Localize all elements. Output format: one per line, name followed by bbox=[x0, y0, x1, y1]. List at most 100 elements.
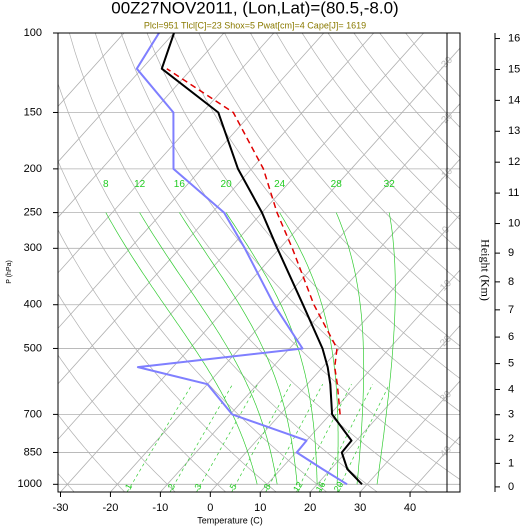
dry-adiabat bbox=[405, 33, 460, 98]
y2-tick-label: 14 bbox=[508, 94, 520, 106]
dry-adiabat bbox=[198, 33, 460, 347]
mixing-ratio-line bbox=[318, 384, 374, 492]
y2-tick-label: 13 bbox=[508, 125, 520, 137]
dry-adiabat bbox=[275, 33, 460, 252]
isotherm bbox=[259, 269, 460, 492]
mixing-ratio-line bbox=[231, 384, 292, 492]
mixing-ratio-line bbox=[126, 384, 193, 492]
y2-tick-label: 4 bbox=[508, 383, 514, 395]
mixing-ratio-line bbox=[296, 384, 352, 492]
y2-tick-label: 16 bbox=[508, 32, 520, 44]
isotherm bbox=[58, 33, 424, 440]
y2-tick-label: 6 bbox=[508, 331, 514, 343]
curve-layer bbox=[135, 33, 363, 486]
mixing-ratio-label: 12 bbox=[291, 480, 305, 494]
y-tick-label: 850 bbox=[24, 446, 42, 458]
x-tick-label: 0 bbox=[207, 502, 213, 514]
y2-tick-label: 15 bbox=[508, 63, 520, 75]
y2-tick-label: 1 bbox=[508, 457, 514, 469]
y-tick-label: 500 bbox=[24, 342, 42, 354]
y-tick-label: 400 bbox=[24, 299, 42, 311]
y2-tick-label: 12 bbox=[508, 156, 520, 168]
mixing-ratio-label: 20 bbox=[332, 480, 346, 494]
moist-adiabat-label: 28 bbox=[331, 179, 343, 190]
mixing-ratio-label: 5 bbox=[228, 482, 239, 491]
x-tick-label: 20 bbox=[304, 502, 316, 514]
y-tick-label: 200 bbox=[24, 163, 42, 175]
isotherm bbox=[58, 33, 375, 385]
dry-adiabat bbox=[379, 33, 460, 128]
y2-tick-label: 7 bbox=[508, 304, 514, 316]
dry-adiabat bbox=[172, 33, 460, 379]
sounding-line bbox=[135, 33, 348, 486]
y2-tick-label: 0 bbox=[508, 481, 514, 493]
y2-tick-label: 10 bbox=[508, 217, 520, 229]
dry-adiabat bbox=[146, 33, 460, 413]
sounding-line bbox=[166, 68, 341, 415]
x-tick-label: 40 bbox=[404, 502, 416, 514]
y-tick-label: 150 bbox=[24, 106, 42, 118]
dry-adiabat bbox=[58, 160, 327, 492]
moist-adiabat-label: 8 bbox=[103, 179, 109, 190]
x-tick-label: -10 bbox=[152, 502, 168, 514]
mixing-ratio-line bbox=[196, 384, 259, 492]
mixing-ratio-label: 16 bbox=[314, 480, 328, 494]
mixing-ratio-label: 8 bbox=[262, 482, 273, 491]
isotherm bbox=[60, 47, 460, 492]
y-tick-label: 250 bbox=[24, 207, 42, 219]
y2-tick-label: 8 bbox=[508, 276, 514, 288]
moist-adiabat bbox=[179, 212, 298, 485]
isotherm bbox=[58, 33, 125, 107]
moist-adiabat bbox=[279, 212, 339, 485]
isotherm bbox=[58, 33, 175, 163]
mixing-ratio-label: 2 bbox=[166, 482, 177, 491]
y2-tick-label: 11 bbox=[508, 187, 519, 199]
isotherm bbox=[160, 158, 460, 492]
dry-adiabat bbox=[94, 33, 460, 480]
dry-adiabat bbox=[58, 354, 176, 492]
dry-adiabat bbox=[58, 293, 226, 492]
mixing-ratio-label: 3 bbox=[192, 482, 203, 491]
y-tick-label: 1000 bbox=[18, 478, 42, 490]
y-tick-label: 700 bbox=[24, 408, 42, 420]
dry-adiabat bbox=[120, 33, 460, 446]
y-tick-label: 100 bbox=[24, 27, 42, 39]
mixing-ratio-line bbox=[265, 384, 324, 492]
x-tick-label: 30 bbox=[354, 502, 366, 514]
isotherm bbox=[210, 213, 460, 492]
y-axis-label: P (hPa) bbox=[6, 260, 13, 284]
y2-tick-label: 2 bbox=[508, 433, 514, 445]
isotherm bbox=[58, 33, 225, 218]
y-tick-label: 300 bbox=[24, 242, 42, 254]
mixing-ratio-label: 1 bbox=[123, 482, 134, 491]
dry-adiabat bbox=[69, 33, 428, 492]
dry-adiabat bbox=[58, 414, 125, 492]
x-tick-label: -20 bbox=[102, 502, 118, 514]
dry-adiabat bbox=[58, 82, 378, 492]
isotherm bbox=[359, 380, 460, 492]
moist-adiabat bbox=[139, 212, 278, 485]
y2-axis-label: Height (Km) bbox=[478, 239, 492, 301]
y2-tick-label: 5 bbox=[508, 358, 514, 370]
moist-adiabat bbox=[376, 212, 396, 485]
moist-adiabat-label: 16 bbox=[174, 179, 186, 190]
moist-adiabat-label: 32 bbox=[384, 179, 396, 190]
isotherm bbox=[58, 33, 325, 329]
dry-adiabat bbox=[224, 33, 460, 315]
moist-adiabat bbox=[225, 212, 318, 485]
x-tick-label: -30 bbox=[53, 502, 69, 514]
y2-tick-label: 3 bbox=[508, 409, 514, 421]
moist-adiabat-label: 20 bbox=[221, 179, 233, 190]
isotherm bbox=[409, 435, 460, 492]
isotherm bbox=[110, 102, 460, 492]
x-axis-label: Temperature (C) bbox=[197, 515, 263, 525]
moist-adiabat bbox=[335, 212, 365, 485]
sounding-line bbox=[160, 33, 363, 485]
chart-title: 00Z27NOV2011, (Lon,Lat)=(80.5,-8.0) bbox=[111, 0, 398, 17]
dry-adiabat bbox=[58, 229, 277, 492]
mixing-ratio-line bbox=[169, 384, 233, 492]
y2-tick-label: 9 bbox=[508, 247, 514, 259]
moist-adiabat-label: 12 bbox=[134, 179, 146, 190]
